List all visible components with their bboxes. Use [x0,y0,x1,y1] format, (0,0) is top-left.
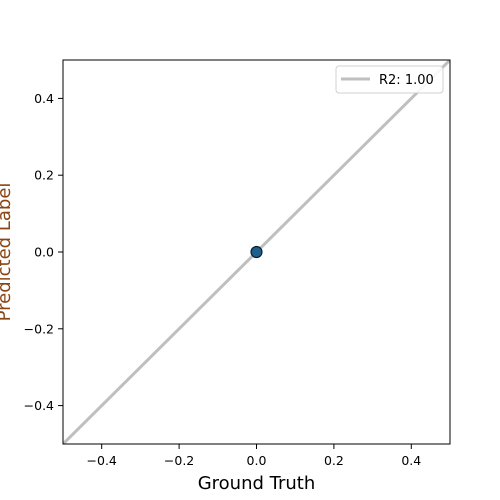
x-axis-label: Ground Truth [198,473,316,494]
x-tick-label: −0.4 [87,453,117,468]
x-tick-label: 0.4 [401,453,421,468]
y-tick-label: −0.4 [24,398,54,413]
x-axis-ticks: −0.4 −0.2 0.0 0.2 0.4 [87,444,421,468]
legend: R2: 1.00 [335,65,444,94]
y-tick-label: 0.0 [34,245,54,260]
legend-entry-r2: R2: 1.00 [379,73,434,88]
data-point [250,245,263,259]
y-tick-label: −0.2 [24,321,54,336]
x-tick-label: 0.2 [324,453,344,468]
x-tick-label: 0.0 [247,453,267,468]
y-axis-label: Predicted Label [0,183,15,322]
y-axis-ticks: −0.4 −0.2 0.0 0.2 0.4 [24,91,63,413]
x-tick-label: −0.2 [164,453,194,468]
legend-box [335,65,444,94]
y-tick-label: 0.2 [34,168,54,183]
y-tick-label: 0.4 [34,91,54,106]
points-layer [250,245,263,259]
